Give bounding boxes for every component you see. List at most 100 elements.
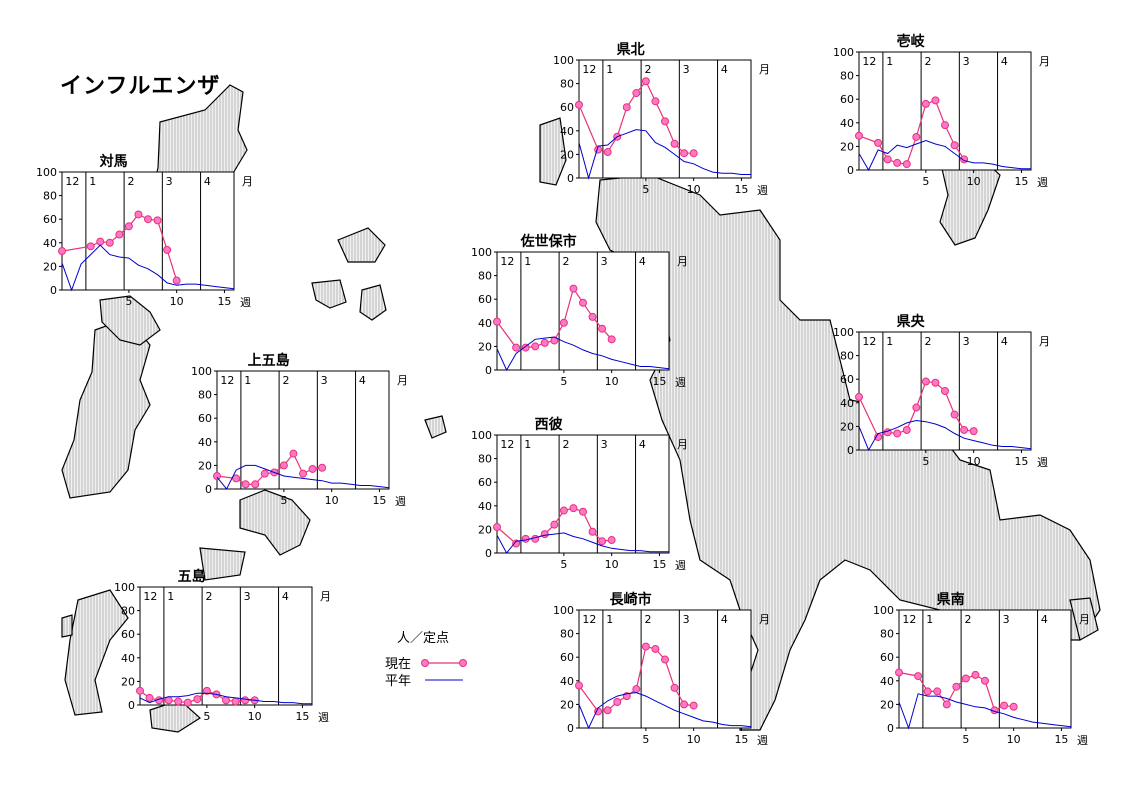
data-point-current xyxy=(952,682,961,691)
data-point-current xyxy=(241,696,250,705)
plot-area xyxy=(216,370,390,490)
data-point-current xyxy=(579,507,587,516)
data-point-current xyxy=(680,149,689,158)
data-point-current xyxy=(308,464,317,473)
x-tick-label: 15 xyxy=(372,494,386,507)
data-point-current xyxy=(961,674,970,683)
data-point-current xyxy=(279,461,288,470)
month-label: 2 xyxy=(924,335,931,348)
plot-area xyxy=(898,609,1072,729)
x-unit-label: 週 xyxy=(675,559,686,572)
month-label: 12 xyxy=(65,175,79,188)
x-tick-label: 10 xyxy=(967,175,981,188)
chart-title: 佐世保市 xyxy=(520,233,577,250)
legend-current: 現在 xyxy=(385,654,467,672)
data-point-current xyxy=(115,230,124,239)
data-point-current xyxy=(603,706,612,715)
y-tick-label: 60 xyxy=(840,93,854,106)
month-label: 12 xyxy=(582,613,596,626)
y-tick-label: 60 xyxy=(880,651,894,664)
x-tick-label: 5 xyxy=(922,175,929,188)
data-point-current xyxy=(689,149,698,158)
month-label: 2 xyxy=(644,613,651,626)
y-tick-label: 80 xyxy=(840,70,854,83)
data-point-current xyxy=(942,700,951,709)
y-tick-label: 100 xyxy=(191,365,212,378)
data-point-current xyxy=(923,687,932,696)
data-point-current xyxy=(193,695,202,704)
month-label: 3 xyxy=(963,335,970,348)
y-tick-label: 80 xyxy=(198,389,212,402)
month-label: 12 xyxy=(862,55,876,68)
y-tick-label: 100 xyxy=(833,46,854,59)
series-average-line xyxy=(61,244,235,292)
month-label: 2 xyxy=(964,613,971,626)
data-point-current xyxy=(588,312,597,321)
data-point-current xyxy=(622,103,631,112)
data-point-current xyxy=(598,537,607,546)
y-tick-label: 100 xyxy=(114,581,135,594)
y-tick-label: 0 xyxy=(567,172,574,185)
legend-current-swatch xyxy=(421,658,467,667)
y-tick-label: 0 xyxy=(887,722,894,735)
data-point-current xyxy=(575,100,583,109)
month-label: 4 xyxy=(1041,613,1048,626)
y-tick-label: 40 xyxy=(478,317,492,330)
y-tick-label: 20 xyxy=(198,459,212,472)
data-point-current xyxy=(981,676,989,685)
month-label: 2 xyxy=(644,63,651,76)
month-label: 月 xyxy=(242,175,253,188)
x-unit-label: 週 xyxy=(757,184,768,197)
x-tick-label: 5 xyxy=(642,183,649,196)
legend-average: 平年 xyxy=(385,671,467,689)
x-tick-label: 15 xyxy=(1054,733,1068,746)
month-label: 月 xyxy=(677,255,688,268)
data-point-current xyxy=(105,238,114,247)
month-label: 1 xyxy=(606,63,613,76)
chart-title: 県南 xyxy=(937,591,965,608)
data-point-current xyxy=(661,117,669,126)
month-label: 4 xyxy=(204,175,211,188)
month-label: 4 xyxy=(1001,55,1008,68)
y-tick-label: 80 xyxy=(121,605,135,618)
y-tick-label: 20 xyxy=(478,340,492,353)
y-tick-label: 100 xyxy=(471,429,492,442)
series-average-line xyxy=(578,692,752,730)
x-tick-label: 15 xyxy=(1014,455,1028,468)
data-point-current xyxy=(251,480,260,489)
y-tick-label: 80 xyxy=(880,628,894,641)
month-label: 4 xyxy=(1001,335,1008,348)
month-label: 月 xyxy=(397,374,408,387)
month-label: 12 xyxy=(582,63,596,76)
data-point-current xyxy=(914,672,923,681)
legend-average-swatch xyxy=(425,679,463,680)
data-point-current xyxy=(641,642,650,651)
data-point-current xyxy=(559,318,568,327)
data-point-current xyxy=(540,338,549,347)
y-tick-label: 40 xyxy=(840,397,854,410)
data-point-current xyxy=(921,99,930,108)
month-label: 月 xyxy=(759,613,770,626)
series-average-line xyxy=(216,464,390,490)
month-label: 2 xyxy=(127,175,134,188)
data-point-current xyxy=(231,697,240,706)
goto-island xyxy=(64,589,129,716)
month-label: 12 xyxy=(862,335,876,348)
month-label: 12 xyxy=(143,590,157,603)
data-point-current xyxy=(941,121,949,130)
y-tick-label: 60 xyxy=(198,412,212,425)
month-label: 月 xyxy=(1039,335,1050,348)
month-label: 1 xyxy=(886,55,893,68)
y-tick-label: 0 xyxy=(485,364,492,377)
x-tick-label: 15 xyxy=(652,558,666,571)
x-tick-label: 15 xyxy=(295,710,309,723)
series-average-line xyxy=(858,139,1031,172)
x-unit-label: 週 xyxy=(1037,456,1048,469)
data-point-current xyxy=(931,378,940,387)
y-tick-label: 60 xyxy=(43,213,57,226)
x-tick-label: 5 xyxy=(560,375,567,388)
month-label: 月 xyxy=(759,63,770,76)
data-point-current xyxy=(299,469,307,478)
